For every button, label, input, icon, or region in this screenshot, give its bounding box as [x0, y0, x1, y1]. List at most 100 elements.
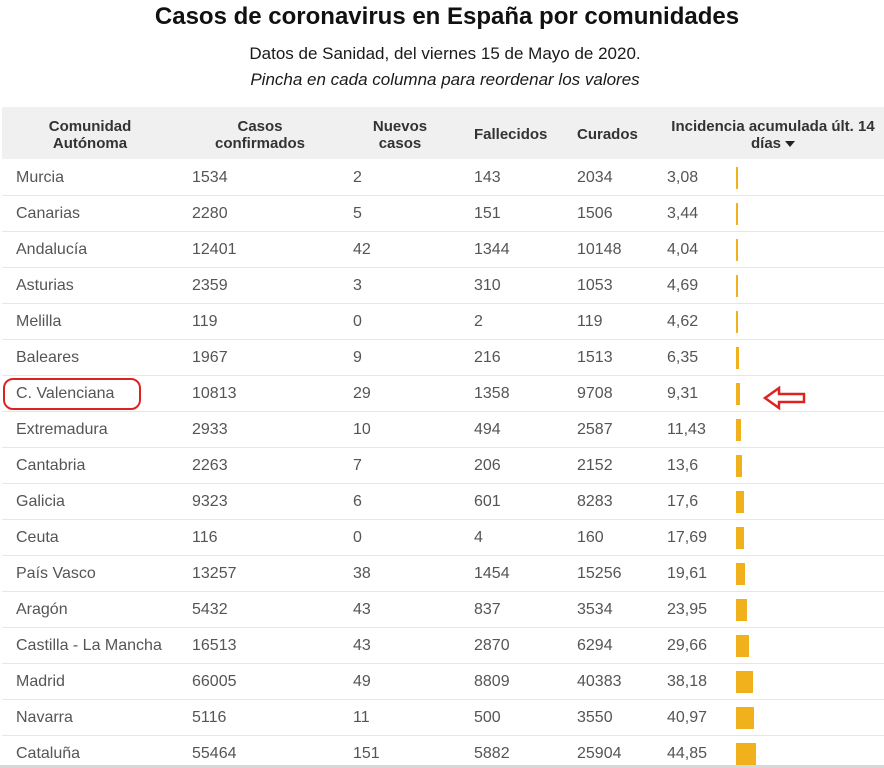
cell-casos: 12401 [192, 241, 237, 258]
table-row: C. Valenciana 10813 29 1358 9708 9,31 [2, 376, 884, 412]
cell-fallecidos: 1358 [474, 385, 510, 402]
header-nuevos-line1: Nuevos [372, 118, 428, 135]
cell-curados: 6294 [577, 637, 613, 654]
cell-comunidad: Cataluña [16, 745, 81, 762]
cell-fallecidos: 1454 [474, 565, 510, 582]
cell-casos: 116 [192, 529, 218, 546]
cell-curados: 3534 [577, 601, 613, 618]
incidencia-bar [736, 599, 747, 621]
incidencia-bar [736, 167, 738, 189]
cell-casos: 5432 [192, 601, 228, 618]
cell-fallecidos: 2 [474, 313, 483, 330]
incidencia-bar [736, 275, 738, 297]
cell-comunidad: Navarra [16, 709, 73, 726]
cell-incidencia: 9,31 [667, 385, 699, 402]
cell-comunidad: C. Valenciana [16, 385, 115, 402]
cell-nuevos: 0 [353, 313, 362, 330]
cell-fallecidos: 2870 [474, 637, 510, 654]
left-arrow-icon [762, 385, 806, 411]
cell-fallecidos: 4 [474, 529, 483, 546]
incidencia-bar [736, 311, 738, 333]
cell-casos: 55464 [192, 745, 237, 762]
header-nuevos[interactable]: Nuevos casos [352, 118, 448, 152]
cell-comunidad: Asturias [16, 277, 74, 294]
table-row: Madrid 66005 49 8809 40383 38,18 [2, 664, 884, 700]
incidencia-bar [736, 707, 754, 729]
cell-casos: 66005 [192, 673, 237, 690]
cell-incidencia: 17,6 [667, 493, 699, 510]
header-casos[interactable]: Casos confirmados [192, 118, 328, 152]
cell-comunidad: Canarias [16, 205, 81, 222]
table-header: Comunidad Autónoma Casos confirmados Nue… [2, 107, 884, 159]
header-casos-line1: Casos [237, 118, 283, 135]
table-row: Navarra 5116 11 500 3550 40,97 [2, 700, 884, 736]
cell-casos: 2280 [192, 205, 228, 222]
table-row: Andalucía 12401 42 1344 10148 4,04 [2, 232, 884, 268]
table-row: Canarias 2280 5 151 1506 3,44 [2, 196, 884, 232]
cell-casos: 9323 [192, 493, 228, 510]
cell-comunidad: Madrid [16, 673, 65, 690]
cell-fallecidos: 494 [474, 421, 501, 438]
cell-casos: 16513 [192, 637, 237, 654]
cell-incidencia: 40,97 [667, 709, 708, 726]
cell-curados: 9708 [577, 385, 613, 402]
cell-incidencia: 6,35 [667, 349, 699, 366]
header-comunidad[interactable]: Comunidad Autónoma [20, 118, 160, 152]
cell-comunidad: Galicia [16, 493, 65, 510]
sort-descending-icon[interactable] [785, 141, 795, 148]
cell-nuevos: 3 [353, 277, 362, 294]
incidencia-bar [736, 419, 741, 441]
cell-incidencia: 29,66 [667, 637, 708, 654]
table-row: Baleares 1967 9 216 1513 6,35 [2, 340, 884, 376]
cell-curados: 1053 [577, 277, 613, 294]
cell-incidencia: 38,18 [667, 673, 708, 690]
page-title: Casos de coronavirus en España por comun… [154, 3, 740, 30]
cell-curados: 40383 [577, 673, 622, 690]
cell-casos: 119 [192, 313, 218, 330]
cell-casos: 5116 [192, 709, 227, 726]
highlight-circle-annotation [3, 378, 141, 410]
cell-incidencia: 3,44 [667, 205, 699, 222]
cell-casos: 1967 [192, 349, 228, 366]
incidencia-bar [736, 671, 753, 693]
cell-fallecidos: 143 [474, 169, 501, 186]
header-curados[interactable]: Curados [577, 126, 638, 143]
incidencia-bar [736, 527, 744, 549]
incidencia-bar [736, 203, 738, 225]
incidencia-bar [736, 563, 745, 585]
cell-incidencia: 17,69 [667, 529, 708, 546]
table-row: Melilla 119 0 2 119 4,62 [2, 304, 884, 340]
cell-casos: 1534 [192, 169, 228, 186]
table-row: Cataluña 55464 151 5882 25904 44,85 [2, 736, 884, 768]
header-incidencia[interactable]: Incidencia acumulada últ. 14 días [662, 118, 884, 152]
cell-nuevos: 151 [353, 745, 380, 762]
cell-incidencia: 4,69 [667, 277, 699, 294]
cell-curados: 2152 [577, 457, 613, 474]
cell-nuevos: 10 [353, 421, 371, 438]
header-casos-line2: confirmados [214, 135, 305, 152]
incidencia-bar [736, 383, 740, 405]
cell-fallecidos: 206 [474, 457, 501, 474]
cell-curados: 2587 [577, 421, 613, 438]
cell-curados: 119 [577, 313, 603, 330]
incidencia-bar [736, 635, 749, 657]
cell-nuevos: 7 [353, 457, 362, 474]
cell-nuevos: 29 [353, 385, 371, 402]
table-row: Asturias 2359 3 310 1053 4,69 [2, 268, 884, 304]
cell-fallecidos: 500 [474, 709, 501, 726]
cell-curados: 1506 [577, 205, 613, 222]
cell-incidencia: 3,08 [667, 169, 699, 186]
header-fallecidos[interactable]: Fallecidos [474, 126, 548, 143]
header-comunidad-line2: Autónoma [52, 135, 128, 152]
cell-incidencia: 4,04 [667, 241, 699, 258]
header-nuevos-line2: casos [378, 135, 422, 152]
cell-nuevos: 43 [353, 601, 371, 618]
cell-curados: 10148 [577, 241, 622, 258]
cell-nuevos: 43 [353, 637, 371, 654]
horizontal-scrollbar[interactable] [0, 765, 884, 768]
cell-comunidad: País Vasco [16, 565, 96, 582]
cell-comunidad: Castilla - La Mancha [16, 637, 162, 654]
cell-fallecidos: 837 [474, 601, 501, 618]
cell-comunidad: Melilla [16, 313, 62, 330]
